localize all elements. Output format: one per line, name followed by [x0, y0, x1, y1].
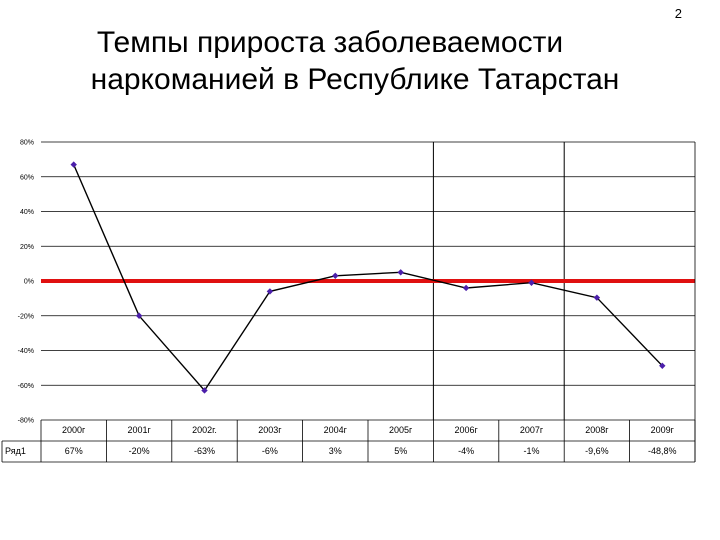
data-point	[397, 269, 404, 276]
data-label: 67%	[65, 446, 83, 456]
data-label: -48,8%	[648, 446, 677, 456]
x-category-label: 2008г	[585, 425, 609, 435]
page-number: 2	[674, 6, 682, 21]
data-label: 3%	[329, 446, 342, 456]
data-point	[332, 272, 339, 279]
x-category-label: 2000г	[62, 425, 86, 435]
y-tick-label: 40%	[20, 209, 34, 216]
data-label: -9,6%	[585, 446, 609, 456]
x-category-label: 2004г	[324, 425, 348, 435]
x-category-label: 2002г.	[192, 425, 217, 435]
y-tick-label: -60%	[18, 383, 34, 390]
slide-title-line-1: Темпы прироста заболеваемости	[96, 26, 564, 59]
data-label: 5%	[394, 446, 407, 456]
y-tick-label: 20%	[20, 244, 34, 251]
y-tick-label: 80%	[20, 140, 34, 147]
slide-title: Темпы прироста заболеваемости наркомание…	[0, 24, 720, 98]
data-point	[201, 387, 208, 394]
x-category-label: 2005г	[389, 425, 413, 435]
data-point	[462, 284, 470, 292]
data-point	[135, 312, 143, 319]
x-category-label: 2009г	[651, 425, 675, 435]
series-name-label: Ряд1	[5, 446, 26, 456]
x-category-label: 2001г	[127, 425, 151, 435]
data-point	[659, 362, 666, 369]
data-point	[70, 161, 77, 168]
x-category-label: 2003г	[258, 425, 282, 435]
data-point	[528, 279, 535, 286]
data-point	[266, 288, 274, 295]
data-label: -6%	[262, 446, 278, 456]
data-label: -63%	[194, 446, 215, 456]
y-tick-label: 0%	[24, 279, 34, 286]
y-tick-label: -80%	[18, 418, 34, 425]
y-tick-label: -40%	[18, 348, 34, 355]
x-category-label: 2007г	[520, 425, 544, 435]
data-point	[593, 294, 601, 301]
data-label: -20%	[129, 446, 150, 456]
data-label: -4%	[458, 446, 474, 456]
series-line	[73, 164, 663, 392]
x-category-label: 2006г	[454, 425, 478, 435]
slide-title-line-2: наркоманией в Республике Татарстан	[90, 63, 620, 96]
data-label: -1%	[523, 446, 539, 456]
y-tick-label: -20%	[18, 313, 34, 320]
y-tick-label: 60%	[20, 174, 34, 181]
